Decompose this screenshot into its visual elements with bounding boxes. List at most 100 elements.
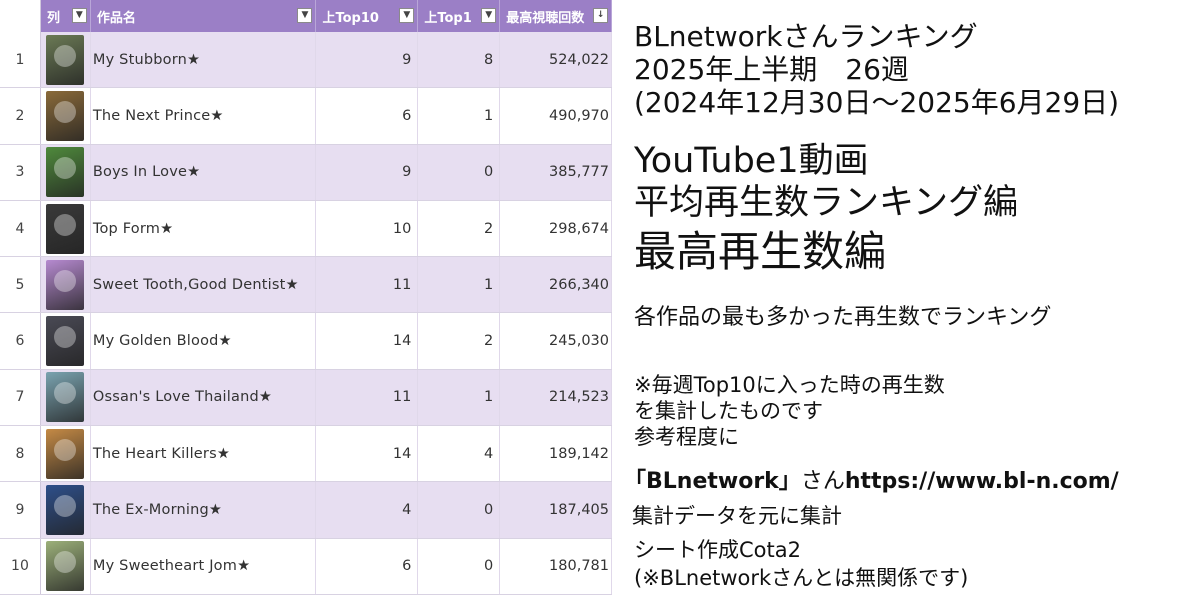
title-cell[interactable]: The Ex-Morning★ bbox=[90, 482, 317, 538]
max-views-cell[interactable]: 180,781 bbox=[500, 538, 612, 594]
thumbnail-cell[interactable] bbox=[40, 369, 91, 426]
column-header-title[interactable]: 作品名 ▼ bbox=[90, 0, 317, 32]
top1-cell[interactable]: 1 bbox=[418, 369, 501, 426]
filter-dropdown-icon[interactable]: ▼ bbox=[297, 8, 313, 23]
column-header-rank[interactable]: 列 ▼ bbox=[40, 0, 91, 32]
thumbnail-cell[interactable] bbox=[40, 88, 91, 144]
top1-cell[interactable]: 0 bbox=[418, 144, 501, 200]
source-name: 「BLnetwork」 bbox=[624, 469, 801, 494]
disclaimer: (※BLnetworkさんとは無関係です) bbox=[634, 566, 969, 590]
top10-cell[interactable]: 14 bbox=[316, 313, 419, 369]
top10-cell[interactable]: 14 bbox=[316, 426, 419, 482]
top1-cell[interactable]: 2 bbox=[418, 313, 501, 369]
max-views-cell[interactable]: 385,777 bbox=[500, 144, 612, 200]
thumbnail-cell[interactable] bbox=[40, 200, 91, 257]
top1-cell[interactable]: 2 bbox=[418, 200, 501, 257]
column-header-rank-label: 列 bbox=[46, 10, 60, 26]
top1-cell[interactable]: 1 bbox=[418, 88, 501, 144]
top10-cell[interactable]: 4 bbox=[316, 482, 419, 538]
aggregation-note: 集計データを元に集計 bbox=[632, 504, 842, 528]
title-cell[interactable]: My Stubborn★ bbox=[90, 32, 317, 88]
table-row[interactable]: 4 Top Form★ 10 2 298,674 bbox=[0, 200, 612, 258]
table-row[interactable]: 7 Ossan's Love Thailand★ 11 1 214,523 bbox=[0, 369, 612, 427]
max-views-cell[interactable]: 298,674 bbox=[500, 200, 612, 257]
note-line-1: ※毎週Top10に入った時の再生数 bbox=[634, 373, 945, 397]
max-views-cell[interactable]: 214,523 bbox=[500, 369, 612, 426]
poster-thumbnail bbox=[46, 203, 85, 254]
source-credit: 「BLnetwork」さんhttps://www.bl-n.com/ bbox=[624, 467, 1119, 497]
row-number[interactable]: 10 bbox=[0, 538, 41, 594]
top10-cell[interactable]: 11 bbox=[316, 257, 419, 313]
poster-thumbnail bbox=[46, 316, 85, 367]
table-row[interactable]: 2 The Next Prince★ 6 1 490,970 bbox=[0, 88, 612, 145]
poster-thumbnail bbox=[46, 485, 85, 536]
top1-cell[interactable]: 4 bbox=[418, 426, 501, 482]
thumbnail-cell[interactable] bbox=[40, 482, 91, 538]
max-views-cell[interactable]: 266,340 bbox=[500, 257, 612, 313]
max-views-cell[interactable]: 189,142 bbox=[500, 426, 612, 482]
title-cell[interactable]: Top Form★ bbox=[90, 200, 317, 257]
top10-cell[interactable]: 11 bbox=[316, 369, 419, 426]
top1-cell[interactable]: 8 bbox=[418, 32, 501, 88]
source-honorific: さん bbox=[800, 469, 845, 494]
top10-cell[interactable]: 9 bbox=[316, 32, 419, 88]
thumbnail-cell[interactable] bbox=[40, 257, 91, 313]
table-body: 1 My Stubborn★ 9 8 524,022 2 The Next Prince★ 6… bbox=[0, 32, 612, 595]
row-number[interactable]: 9 bbox=[0, 482, 41, 538]
row-number[interactable]: 1 bbox=[0, 32, 41, 88]
column-header-max-views[interactable]: 最高視聴回数 ↓ bbox=[500, 0, 612, 32]
poster-thumbnail bbox=[46, 147, 85, 198]
thumbnail-cell[interactable] bbox=[40, 313, 91, 369]
source-url[interactable]: https://www.bl-n.com/ bbox=[844, 469, 1119, 494]
sort-descending-icon[interactable]: ↓ bbox=[593, 8, 608, 23]
column-header-max-views-label: 最高視聴回数 bbox=[506, 10, 585, 26]
title-cell[interactable]: The Heart Killers★ bbox=[90, 426, 317, 482]
thumbnail-cell[interactable] bbox=[40, 144, 91, 200]
max-views-cell[interactable]: 490,970 bbox=[500, 88, 612, 144]
thumbnail-cell[interactable] bbox=[40, 32, 91, 88]
row-number[interactable]: 7 bbox=[0, 369, 41, 426]
title-cell[interactable]: The Next Prince★ bbox=[90, 88, 317, 144]
max-views-cell[interactable]: 524,022 bbox=[500, 32, 612, 88]
title-cell[interactable]: Ossan's Love Thailand★ bbox=[90, 369, 317, 426]
note-line-2: を集計したものです bbox=[634, 399, 823, 423]
max-views-cell[interactable]: 245,030 bbox=[500, 313, 612, 369]
top10-cell[interactable]: 10 bbox=[316, 200, 419, 257]
table-row[interactable]: 1 My Stubborn★ 9 8 524,022 bbox=[0, 32, 612, 89]
filter-dropdown-icon[interactable]: ▼ bbox=[71, 8, 87, 23]
row-number[interactable]: 6 bbox=[0, 313, 41, 369]
table-row[interactable]: 5 Sweet Tooth,Good Dentist★ 11 1 266,340 bbox=[0, 257, 612, 314]
title-cell[interactable]: Boys In Love★ bbox=[90, 144, 317, 200]
info-panel: BLnetworkさんランキング 2025年上半期 26週 (2024年12月3… bbox=[612, 0, 1200, 600]
row-header-corner bbox=[0, 0, 41, 32]
top10-cell[interactable]: 9 bbox=[316, 144, 419, 200]
table-row[interactable]: 8 The Heart Killers★ 14 4 189,142 bbox=[0, 426, 612, 483]
top1-cell[interactable]: 1 bbox=[418, 257, 501, 313]
title-cell[interactable]: Sweet Tooth,Good Dentist★ bbox=[90, 257, 317, 313]
row-number[interactable]: 5 bbox=[0, 257, 41, 313]
max-views-cell[interactable]: 187,405 bbox=[500, 482, 612, 538]
row-number[interactable]: 3 bbox=[0, 144, 41, 200]
column-header-top10[interactable]: 上Top10 ▼ bbox=[316, 0, 419, 32]
filter-dropdown-icon[interactable]: ▼ bbox=[481, 8, 497, 23]
table-row[interactable]: 10 My Sweetheart Jom★ 6 0 180,781 bbox=[0, 538, 612, 595]
column-header-top1-label: 上Top1 bbox=[424, 10, 472, 26]
top10-cell[interactable]: 6 bbox=[316, 88, 419, 144]
title-cell[interactable]: My Golden Blood★ bbox=[90, 313, 317, 369]
table-row[interactable]: 3 Boys In Love★ 9 0 385,777 bbox=[0, 144, 612, 201]
top1-cell[interactable]: 0 bbox=[418, 538, 501, 594]
table-row[interactable]: 6 My Golden Blood★ 14 2 245,030 bbox=[0, 313, 612, 370]
row-number[interactable]: 4 bbox=[0, 200, 41, 257]
column-header-top1[interactable]: 上Top1 ▼ bbox=[418, 0, 501, 32]
table-row[interactable]: 9 The Ex-Morning★ 4 0 187,405 bbox=[0, 482, 612, 539]
thumbnail-cell[interactable] bbox=[40, 538, 91, 594]
note-line-3: 参考程度に bbox=[634, 425, 739, 449]
title-cell[interactable]: My Sweetheart Jom★ bbox=[90, 538, 317, 594]
row-number[interactable]: 8 bbox=[0, 426, 41, 482]
row-number[interactable]: 2 bbox=[0, 88, 41, 144]
top1-cell[interactable]: 0 bbox=[418, 482, 501, 538]
poster-thumbnail bbox=[46, 541, 85, 592]
top10-cell[interactable]: 6 bbox=[316, 538, 419, 594]
filter-dropdown-icon[interactable]: ▼ bbox=[399, 8, 415, 23]
thumbnail-cell[interactable] bbox=[40, 426, 91, 482]
